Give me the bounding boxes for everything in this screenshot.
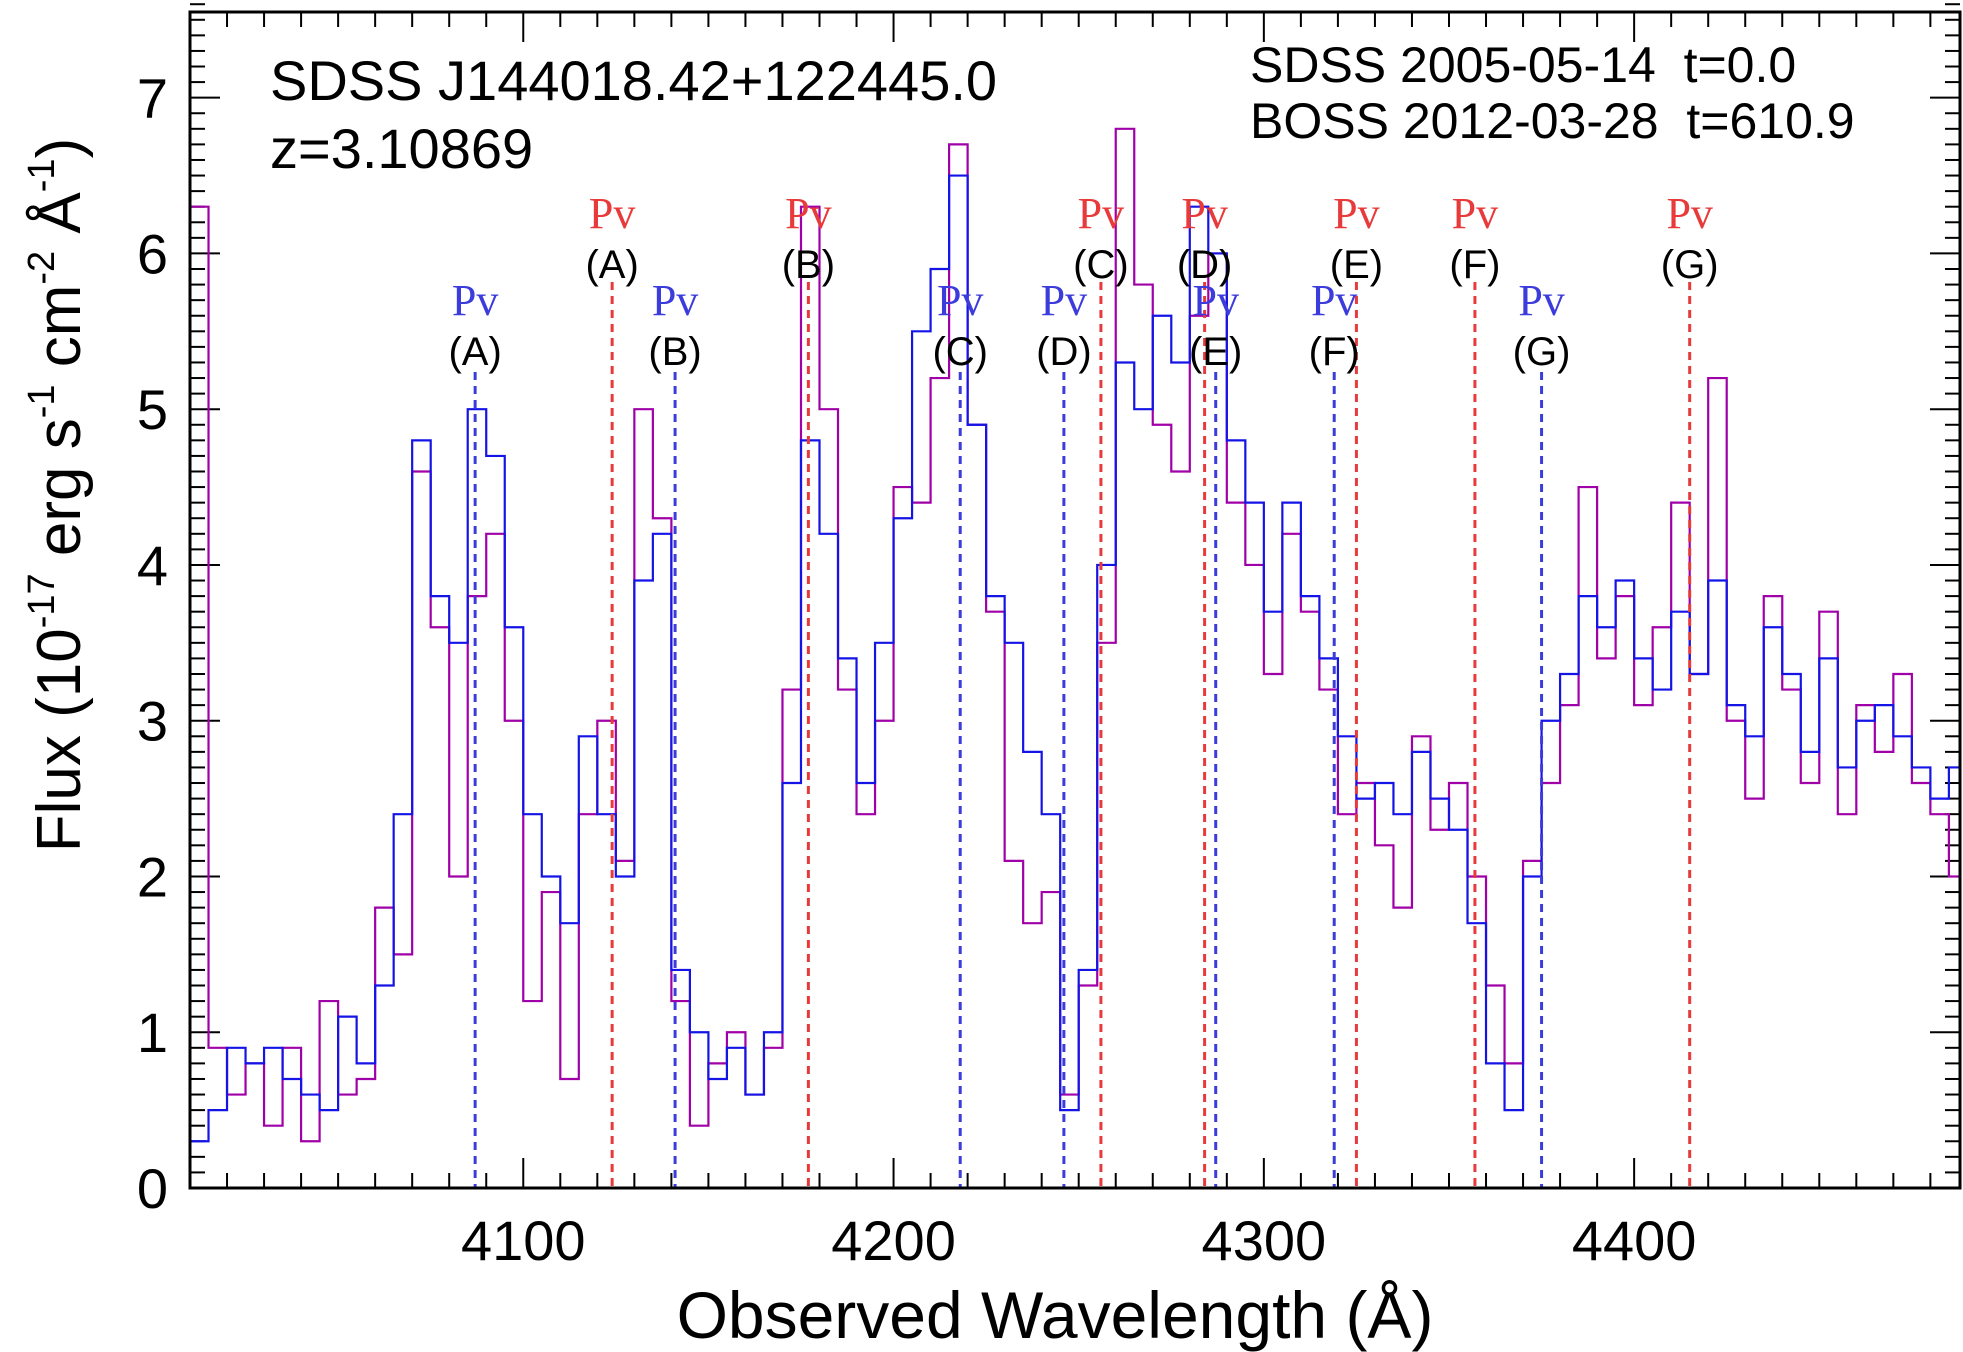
y-tick-label: 7 [137,67,168,130]
boss-marker-label: (C) [932,330,988,374]
y-tick-label: 1 [137,1001,168,1064]
x-tick-label: 4200 [831,1209,956,1272]
y-tick-label: 4 [137,534,168,597]
boss-marker-label: (E) [1189,330,1242,374]
y-label-part4: Å [25,192,94,251]
series-layer [190,127,1962,1143]
sdss-marker-label: (E) [1330,243,1383,287]
sdss-marker-ion: Pv [1666,189,1712,238]
boss-marker-label: (B) [648,330,701,374]
sdss-marker-label: (B) [782,243,835,287]
y-tick-label: 5 [137,378,168,441]
x-tick-label: 4400 [1572,1209,1697,1272]
sdss-marker-label: (D) [1177,243,1233,287]
boss-marker-ion: Pv [1041,276,1087,325]
y-label-prefix: Flux (10 [25,628,94,852]
x-tick-label: 4100 [461,1209,586,1272]
y-tick-label: 6 [137,222,168,285]
boss-marker-label: (F) [1309,330,1360,374]
y-tick-label: 2 [137,845,168,908]
y-tick-label: 3 [137,690,168,753]
sdss-marker-label: (C) [1073,243,1129,287]
absorption-markers: Pv(A)Pv(B)Pv(C)Pv(D)Pv(E)Pv(F)Pv(G)Pv(A)… [448,189,1719,1188]
boss-marker-ion: Pv [1518,276,1564,325]
boss-marker-ion: Pv [452,276,498,325]
y-label-exp4: -1 [21,158,63,192]
sdss-marker-ion: Pv [1078,189,1124,238]
boss-marker-label: (A) [448,330,501,374]
boss-marker-ion: Pv [1311,276,1357,325]
tick-labels: 4100 4200 4300 4400 0 1 2 3 4 5 6 7 [137,67,1697,1272]
chart-title: SDSS J144018.42+122445.0 [270,49,997,112]
sdss-marker-label: (G) [1661,243,1719,287]
boss-marker-label: (D) [1036,330,1092,374]
y-axis-label: Flux (10-17 erg s-1 cm-2 Å-1) [21,138,94,852]
boss-marker-ion: Pv [937,276,983,325]
y-label-part3: cm [25,285,94,385]
y-label-suffix: ) [25,138,94,159]
plot-frame [188,10,1962,1190]
sdss-marker-label: (A) [585,243,638,287]
x-tick-label: 4300 [1202,1209,1327,1272]
sdss-marker-ion: Pv [785,189,831,238]
x-axis-label: Observed Wavelength (Å) [677,1278,1434,1352]
boss-marker-label: (G) [1513,330,1571,374]
sdss-marker-ion: Pv [589,189,635,238]
sdss-marker-label: (F) [1449,243,1500,287]
sdss-marker-ion: Pv [1452,189,1498,238]
y-label-part2: erg s [25,418,94,573]
y-label-exp2: -1 [21,384,63,418]
boss-marker-ion: Pv [1192,276,1238,325]
y-label-exp1: -17 [21,573,63,628]
sdss-marker-ion: Pv [1333,189,1379,238]
y-label-exp3: -2 [21,251,63,285]
axis-ticks [189,3,1960,1189]
y-tick-label: 0 [137,1157,168,1220]
legend-sdss: SDSS 2005-05-14 t=0.0 [1250,37,1796,93]
boss-marker-ion: Pv [652,276,698,325]
series-boss-line [190,174,1962,1143]
chart-subtitle: z=3.10869 [270,117,533,180]
sdss-marker-ion: Pv [1181,189,1227,238]
legend-boss: BOSS 2012-03-28 t=610.9 [1250,93,1855,149]
